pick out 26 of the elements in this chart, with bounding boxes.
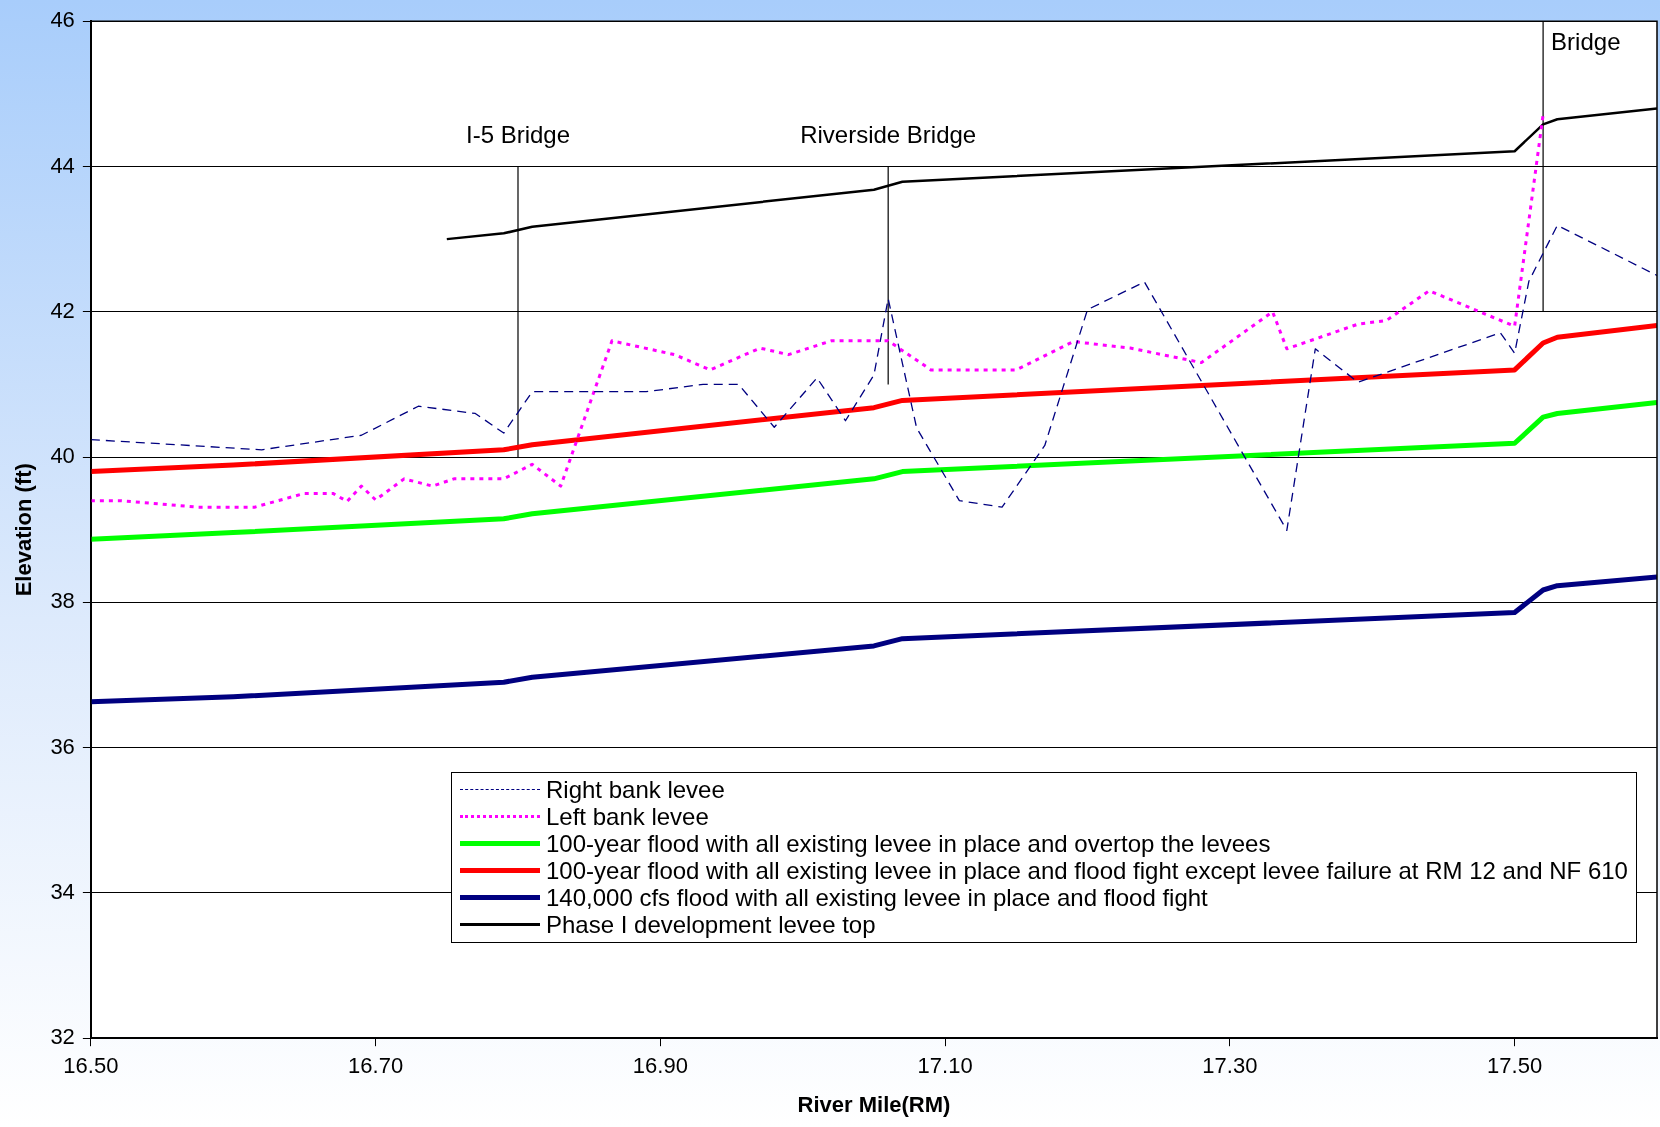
x-tick-label: 17.30 xyxy=(1202,1053,1258,1079)
x-tick-label: 16.90 xyxy=(632,1053,688,1079)
x-tick-label: 16.50 xyxy=(63,1053,119,1079)
legend-label: Right bank levee xyxy=(546,776,725,804)
x-axis-title: River Mile(RM) xyxy=(797,1091,951,1117)
legend-label: Left bank levee xyxy=(546,803,709,831)
x-tick-label: 17.50 xyxy=(1487,1053,1543,1079)
annotation: I-5 Bridge xyxy=(465,121,571,149)
y-tick-label: 36 xyxy=(50,733,75,759)
x-tick-label: 17.10 xyxy=(917,1053,973,1079)
legend-label: 140,000 cfs flood with all existing levee in place and flood fight xyxy=(546,884,1208,912)
line-series xyxy=(90,113,1545,509)
annotation: Riverside Bridge xyxy=(800,121,977,149)
y-tick-label: 46 xyxy=(50,7,75,33)
legend-label: Phase I development levee top xyxy=(546,911,876,939)
legend-label: 100-year flood with all existing levee in place and overtop the levees xyxy=(546,830,1271,858)
y-tick-label: 40 xyxy=(50,443,75,469)
x-tick-label: 16.70 xyxy=(348,1053,404,1079)
y-tick-label: 34 xyxy=(50,878,75,904)
y-tick-label: 32 xyxy=(50,1024,75,1050)
y-tick-label: 42 xyxy=(50,297,75,323)
annotation: Bridge xyxy=(1551,27,1621,55)
legend-label: 100-year flood with all existing levee in place and flood fight except levee failure at RM 12 and NF 610 xyxy=(546,857,1628,885)
y-axis-title: Elevation (ft) xyxy=(11,463,37,597)
y-tick-label: 44 xyxy=(50,152,75,178)
y-tick-label: 38 xyxy=(50,588,75,614)
